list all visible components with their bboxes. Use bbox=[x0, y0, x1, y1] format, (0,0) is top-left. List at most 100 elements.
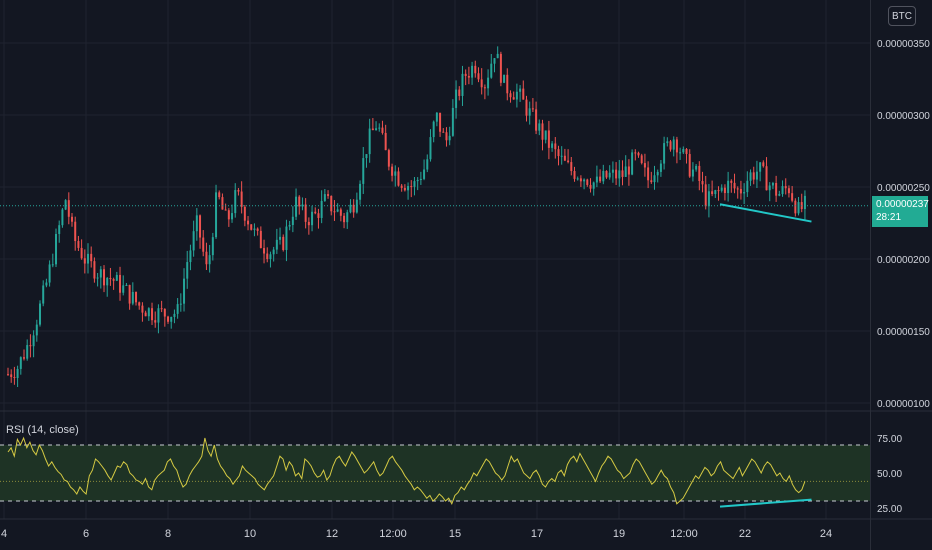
candle-body bbox=[455, 89, 458, 108]
candle-body bbox=[87, 253, 90, 264]
candle-body bbox=[624, 166, 627, 177]
rsi-tick-label: 50.00 bbox=[877, 469, 902, 480]
candle-body bbox=[727, 180, 730, 194]
candle-body bbox=[183, 278, 186, 304]
y-tick-label: 0.00000200 bbox=[877, 255, 930, 266]
candle-body bbox=[224, 209, 227, 211]
y-tick-label: 0.00000250 bbox=[877, 183, 930, 194]
candle-body bbox=[311, 211, 314, 226]
candle-body bbox=[403, 187, 406, 191]
candle-body bbox=[320, 200, 323, 218]
candle-body bbox=[711, 191, 714, 195]
candle-body bbox=[592, 182, 595, 189]
candle-body bbox=[170, 316, 173, 322]
candle-body bbox=[317, 213, 320, 218]
candle-body bbox=[701, 181, 704, 185]
candle-body bbox=[39, 303, 42, 325]
candle-body bbox=[640, 155, 643, 164]
candle-body bbox=[365, 154, 368, 159]
candle-body bbox=[346, 212, 349, 223]
candle-body bbox=[429, 137, 432, 160]
x-tick-label: 4 bbox=[1, 528, 7, 540]
last-price-tag: 0.00000237 28:21 bbox=[872, 196, 929, 227]
rsi-trendline bbox=[719, 498, 812, 508]
candle-body bbox=[736, 188, 739, 190]
candle-body bbox=[61, 209, 64, 226]
candle-body bbox=[231, 213, 234, 220]
candle-body bbox=[615, 169, 618, 179]
candle-body bbox=[16, 368, 19, 378]
x-tick-label: 6 bbox=[83, 528, 89, 540]
candle-body bbox=[269, 254, 272, 260]
candle-body bbox=[714, 190, 717, 195]
candle-body bbox=[247, 220, 250, 225]
candle-body bbox=[675, 139, 678, 153]
candle-body bbox=[51, 264, 54, 266]
candle-body bbox=[608, 172, 611, 178]
candle-body bbox=[109, 278, 112, 280]
candle-body bbox=[35, 324, 38, 336]
x-tick-label: 12:00 bbox=[379, 528, 407, 540]
candle-body bbox=[336, 209, 339, 212]
candle-body bbox=[138, 302, 141, 306]
candle-body bbox=[167, 316, 170, 322]
candle-body bbox=[410, 186, 413, 188]
candle-body bbox=[631, 152, 634, 175]
candle-body bbox=[13, 377, 16, 379]
candle-body bbox=[573, 171, 576, 179]
candle-body bbox=[755, 171, 758, 180]
candle-body bbox=[199, 215, 202, 238]
currency-badge[interactable]: BTC bbox=[888, 6, 916, 26]
candle-body bbox=[192, 231, 195, 251]
x-tick-label: 19 bbox=[613, 528, 625, 540]
candle-body bbox=[32, 335, 35, 347]
candle-body bbox=[55, 233, 58, 265]
candle-body bbox=[419, 178, 422, 180]
candle-body bbox=[279, 236, 282, 240]
candle-body bbox=[387, 150, 390, 167]
candle-body bbox=[797, 202, 800, 214]
candle-body bbox=[464, 73, 467, 76]
candle-body bbox=[298, 196, 301, 207]
candle-body bbox=[522, 88, 525, 100]
candle-body bbox=[752, 172, 755, 180]
candle-body bbox=[586, 179, 589, 185]
candle-body bbox=[151, 308, 154, 321]
candle-body bbox=[208, 255, 211, 265]
candle-body bbox=[538, 123, 541, 131]
candle-body bbox=[131, 291, 134, 304]
candle-body bbox=[263, 248, 266, 254]
candle-body bbox=[352, 204, 355, 213]
candle-body bbox=[77, 241, 80, 248]
candle-body bbox=[179, 303, 182, 305]
candle-body bbox=[720, 187, 723, 191]
candle-body bbox=[355, 199, 358, 213]
x-tick-label: 10 bbox=[244, 528, 256, 540]
candle-body bbox=[554, 143, 557, 150]
candle-body bbox=[173, 313, 176, 317]
candle-body bbox=[739, 188, 742, 194]
candle-body bbox=[215, 192, 218, 238]
candle-body bbox=[589, 184, 592, 189]
candle-body bbox=[135, 291, 138, 303]
candle-body bbox=[327, 194, 330, 196]
candle-body bbox=[605, 170, 608, 178]
candle-body bbox=[333, 211, 336, 213]
x-tick-label: 12:00 bbox=[670, 528, 698, 540]
candle-body bbox=[490, 63, 493, 78]
candle-body bbox=[339, 209, 342, 216]
candle-body bbox=[163, 308, 166, 317]
candle-body bbox=[695, 165, 698, 170]
candle-body bbox=[407, 186, 410, 191]
candle-body bbox=[762, 162, 765, 167]
candle-body bbox=[602, 170, 605, 182]
candle-body bbox=[147, 308, 150, 317]
candle-body bbox=[80, 247, 83, 259]
candle-body bbox=[195, 215, 198, 232]
candle-body bbox=[775, 182, 778, 196]
candle-body bbox=[93, 261, 96, 279]
candle-body bbox=[23, 357, 26, 359]
